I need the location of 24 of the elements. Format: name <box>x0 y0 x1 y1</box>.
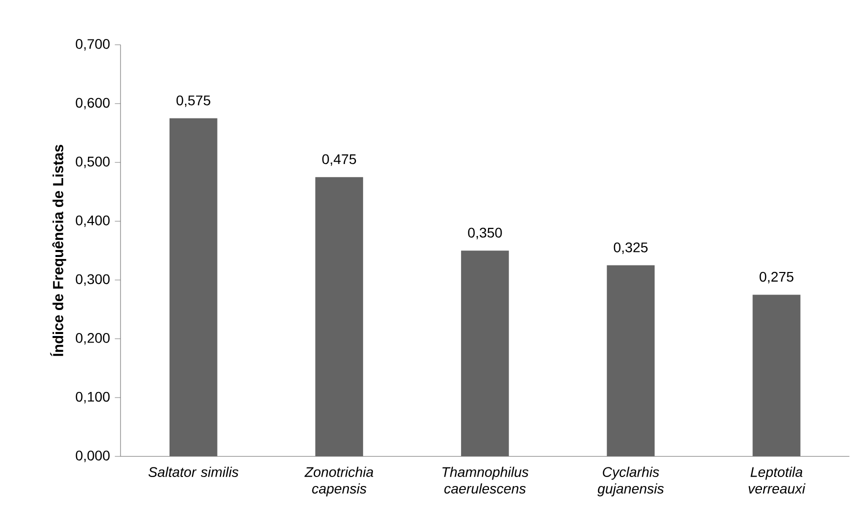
y-axis-title: Índice de Frequência de Listas <box>50 145 66 356</box>
data-label: 0,575 <box>176 96 210 108</box>
data-label: 0,325 <box>614 242 648 254</box>
bar <box>461 250 509 457</box>
x-tick-label: Zonotrichia capensis <box>304 466 374 496</box>
y-tick-label: 0,500 <box>76 156 110 168</box>
data-label: 0,475 <box>322 154 356 166</box>
y-tick-label: 0,100 <box>76 392 110 404</box>
x-tick-label: Cyclarhis gujanensis <box>597 466 664 496</box>
y-tick-label: 0,700 <box>76 39 110 51</box>
bar <box>752 294 800 457</box>
y-tick-label: 0,400 <box>76 216 110 228</box>
y-tick-label: 0,600 <box>76 98 110 110</box>
data-label: 0,350 <box>468 228 502 240</box>
x-tick-label: Leptotila verreauxi <box>748 466 806 494</box>
bar <box>315 177 364 457</box>
x-tick-label: Thamnophilus caerulescens <box>442 466 528 494</box>
y-tick-label: 0,200 <box>76 333 110 345</box>
y-tick-label: 0,000 <box>76 450 110 462</box>
x-tick-label: Saltator similis <box>148 466 238 478</box>
bar <box>170 118 218 457</box>
data-label: 0,275 <box>760 272 794 284</box>
bar <box>606 265 655 457</box>
y-tick-label: 0,300 <box>76 274 110 286</box>
